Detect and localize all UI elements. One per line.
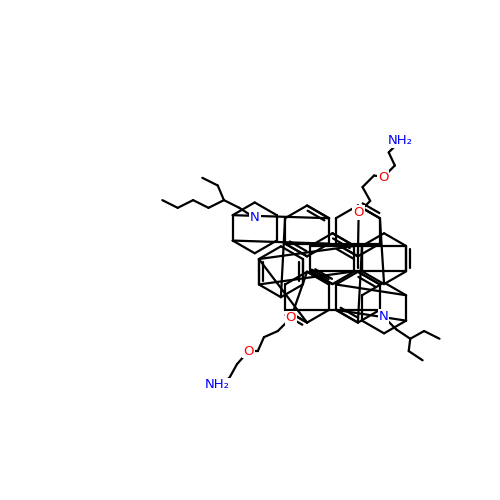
Text: N: N [250,212,260,224]
Text: O: O [244,344,254,358]
Text: NH₂: NH₂ [388,134,412,147]
Text: O: O [378,170,388,183]
Text: O: O [286,312,296,324]
Text: NH₂: NH₂ [206,378,230,392]
Text: N: N [378,310,388,323]
Text: O: O [354,206,364,219]
